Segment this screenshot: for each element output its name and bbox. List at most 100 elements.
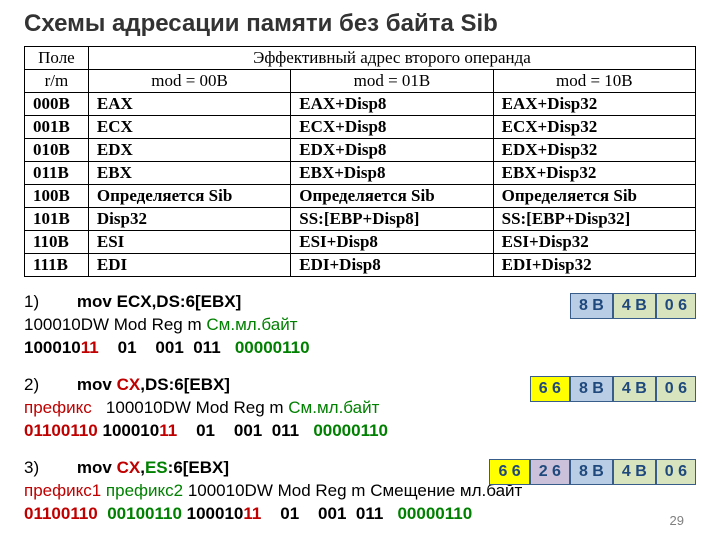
ex3-l2a: 100010DW Mod Reg m [188,481,370,500]
table-cell: SS:[EBP+Disp8] [291,208,493,231]
table-row: 010BEDXEDX+Disp8EDX+Disp32 [25,139,696,162]
byte-cell: 8 B [570,293,613,319]
byte-cell: 0 6 [656,376,696,402]
table-cell: 011B [25,162,89,185]
ex3-mnem-r: CX [117,458,141,477]
hdr-field: Поле [25,47,89,70]
byte-cell: 6 6 [489,459,529,485]
ex2-num: 2) [24,375,39,394]
ex3-l3c: 01 001 011 [261,504,397,523]
byte-cell: 0 6 [656,459,696,485]
table-cell: SS:[EBP+Disp32] [493,208,695,231]
ex1-l3c: 01 001 011 [99,338,235,357]
table-cell: EDX+Disp32 [493,139,695,162]
table-cell: Определяется Sib [88,185,290,208]
table-cell: EDX [88,139,290,162]
table-cell: EDI [88,254,290,277]
table-row: 100BОпределяется SibОпределяется SibОпре… [25,185,696,208]
ex2-l3r: 01100110 [24,421,102,440]
ex3-mnem-a: mov [77,458,117,477]
ex3-l2g: префикс2 [106,481,188,500]
table-cell: EBX+Disp8 [291,162,493,185]
byte-cell: 8 B [570,376,613,402]
hdr-eff-addr: Эффективный адрес второго операнда [88,47,695,70]
table-cell: ECX+Disp32 [493,116,695,139]
byte-cell: 0 6 [656,293,696,319]
table-cell: 111B [25,254,89,277]
table-cell: ECX [88,116,290,139]
ex1-l2a: 100010DW Mod Reg m [24,315,206,334]
table-cell: EAX [88,93,290,116]
ex2-l2a: 100010DW Mod Reg m [106,398,288,417]
table-cell: EDI+Disp8 [291,254,493,277]
table-row: 000BEAXEAX+Disp8EAX+Disp32 [25,93,696,116]
ex1-l3d: 00000110 [235,338,310,357]
table-cell: EAX+Disp8 [291,93,493,116]
hdr-rm: r/m [25,70,89,93]
page-title: Схемы адресации памяти без байта Sib [24,10,696,38]
ex1-mnem-a: mov ECX [77,292,152,311]
table-cell: 001B [25,116,89,139]
byte-cell: 8 B [570,459,613,485]
ex3-l3r: 01100110 [24,504,107,523]
table-cell: ESI+Disp32 [493,231,695,254]
byte-cell: 2 6 [530,459,570,485]
byte-diagram-3: 6 62 68 B4 B0 6 [489,459,696,485]
hdr-mod01: mod = 01B [291,70,493,93]
byte-diagram-2: 6 68 B4 B0 6 [530,376,696,402]
table-cell: 101B [25,208,89,231]
ex2-mnem-a: mov [77,375,117,394]
ex1-l3a: 100010 [24,338,81,357]
ex3-num: 3) [24,458,39,477]
byte-diagram-1: 8 B4 B0 6 [570,293,696,319]
ex3-l3a: 100010 [187,504,244,523]
table-cell: ESI [88,231,290,254]
table-row: 111BEDIEDI+Disp8EDI+Disp32 [25,254,696,277]
ex1-num: 1) [24,292,39,311]
table-row: 101BDisp32SS:[EBP+Disp8]SS:[EBP+Disp32] [25,208,696,231]
ex1-l2b: См.мл.байт [206,315,297,334]
ex2-l3c: 01 001 011 [177,421,313,440]
hdr-mod10: mod = 10B [493,70,695,93]
ex3-l3b: 11 [243,504,261,523]
ex2-l3d: 00000110 [313,421,388,440]
table-row: 011BEBXEBX+Disp8EBX+Disp32 [25,162,696,185]
ex3-mnem-b: :6[EBX] [168,458,229,477]
byte-cell: 6 6 [530,376,570,402]
table-cell: 110B [25,231,89,254]
table-cell: EAX+Disp32 [493,93,695,116]
byte-cell: 4 B [613,376,656,402]
ex2-l2r: префикс [24,398,106,417]
addressing-table: Поле Эффективный адрес второго операнда … [24,46,696,277]
hdr-mod00: mod = 00B [88,70,290,93]
ex1-l3b: 11 [81,338,99,357]
table-cell: 100B [25,185,89,208]
ex1-mnem-b: ,DS:6[EBX] [152,292,242,311]
table-cell: ECX+Disp8 [291,116,493,139]
ex3-mnem-g: ES [145,458,168,477]
table-cell: EDI+Disp32 [493,254,695,277]
ex2-mnem-r: CX [117,375,141,394]
ex3-l2r: префикс1 [24,481,106,500]
table-cell: 000B [25,93,89,116]
table-cell: Disp32 [88,208,290,231]
ex3-l3g: 00100110 [107,504,186,523]
table-cell: Определяется Sib [493,185,695,208]
table-row: 001BECXECX+Disp8ECX+Disp32 [25,116,696,139]
table-row: 110BESIESI+Disp8ESI+Disp32 [25,231,696,254]
table-cell: ESI+Disp8 [291,231,493,254]
slide-number: 29 [670,513,684,528]
ex2-l3b: 11 [159,421,177,440]
byte-cell: 4 B [613,293,656,319]
table-cell: 010B [25,139,89,162]
table-cell: EDX+Disp8 [291,139,493,162]
example-3: 6 62 68 B4 B0 6 3) mov CX,ES:6[EBX] преф… [24,457,696,526]
ex3-l3d: 00000110 [397,504,472,523]
table-cell: EBX+Disp32 [493,162,695,185]
table-cell: EBX [88,162,290,185]
ex2-l3a: 100010 [102,421,159,440]
ex2-mnem-b: ,DS:6[EBX] [140,375,230,394]
example-2: 6 68 B4 B0 6 2) mov CX,DS:6[EBX] префикс… [24,374,696,443]
example-1: 8 B4 B0 6 1) mov ECX,DS:6[EBX] 100010DW … [24,291,696,360]
table-cell: Определяется Sib [291,185,493,208]
